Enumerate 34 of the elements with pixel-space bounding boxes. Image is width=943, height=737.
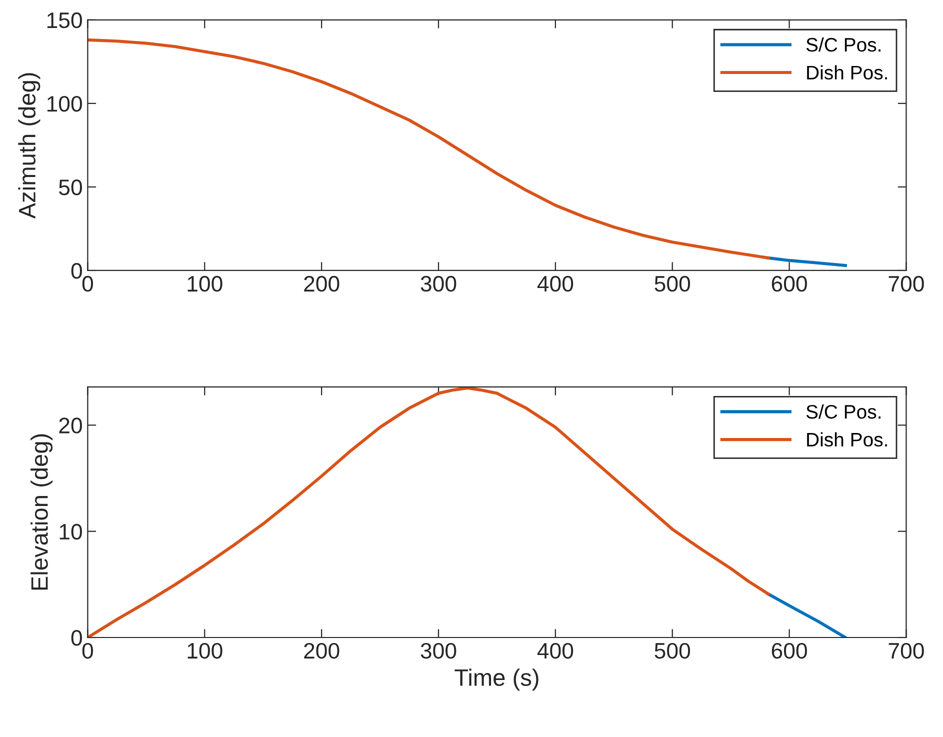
x-tick-label: 300 bbox=[420, 642, 456, 659]
x-tick-label: 300 bbox=[420, 276, 456, 292]
y-tick-label: 0 bbox=[71, 630, 82, 646]
y-tick-label: 20 bbox=[59, 418, 82, 434]
line-series bbox=[766, 256, 847, 267]
x-tick-label: 200 bbox=[304, 642, 340, 659]
x-tick-label: 400 bbox=[537, 276, 574, 292]
line-series bbox=[766, 592, 847, 638]
x-tick-label: 0 bbox=[82, 642, 94, 659]
x-tick-label: 200 bbox=[304, 276, 340, 292]
y-tick-label: 150 bbox=[47, 12, 82, 28]
x-tick-label: 600 bbox=[772, 276, 807, 292]
legend-label: S/C Pos. bbox=[806, 37, 880, 52]
legend-label: Dish Pos. bbox=[807, 65, 887, 80]
y-axis-title: Elevation (deg) bbox=[30, 434, 53, 590]
x-tick-label: 500 bbox=[654, 276, 690, 292]
legend-label: Dish Pos. bbox=[807, 432, 887, 447]
x-tick-label: 500 bbox=[654, 642, 690, 659]
y-tick-label: 10 bbox=[60, 524, 82, 540]
x-tick-label: 700 bbox=[888, 642, 924, 659]
x-tick-label: 0 bbox=[82, 276, 94, 292]
line-series bbox=[88, 386, 770, 638]
x-tick-label: 400 bbox=[537, 642, 574, 659]
x-tick-label: 700 bbox=[888, 276, 924, 292]
line-series bbox=[88, 38, 770, 260]
x-axis-title: Time (s) bbox=[454, 668, 538, 691]
y-tick-label: 50 bbox=[59, 179, 82, 196]
x-tick-label: 600 bbox=[772, 642, 807, 659]
y-axis-title: Azimuth (deg) bbox=[18, 73, 40, 219]
x-tick-label: 100 bbox=[188, 276, 222, 292]
y-tick-label: 100 bbox=[47, 96, 82, 112]
x-tick-label: 100 bbox=[188, 642, 222, 659]
legend-label: S/C Pos. bbox=[806, 404, 880, 419]
y-tick-label: 0 bbox=[71, 263, 82, 279]
